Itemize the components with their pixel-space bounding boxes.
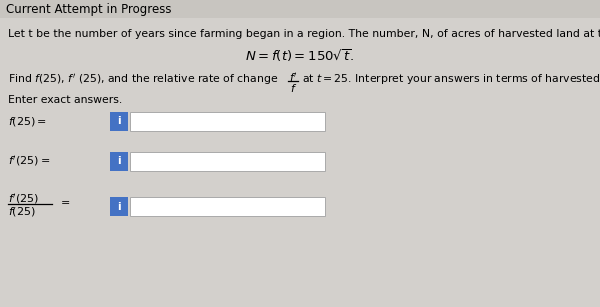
Text: $=$: $=$ — [58, 196, 70, 206]
Text: i: i — [117, 201, 121, 212]
Text: at $t = 25$. Interpret your answers in terms of harvested land.: at $t = 25$. Interpret your answers in t… — [302, 72, 600, 86]
Text: Enter exact answers.: Enter exact answers. — [8, 95, 122, 105]
FancyBboxPatch shape — [110, 197, 128, 216]
Text: i: i — [117, 116, 121, 126]
Text: Let t be the number of years since farming began in a region. The number, N, of : Let t be the number of years since farmi… — [8, 29, 600, 39]
Text: $f'(25)$: $f'(25)$ — [8, 192, 39, 206]
Text: i: i — [117, 157, 121, 166]
Text: $f'$: $f'$ — [289, 71, 298, 84]
Text: Current Attempt in Progress: Current Attempt in Progress — [6, 2, 172, 15]
FancyBboxPatch shape — [110, 112, 128, 131]
FancyBboxPatch shape — [0, 0, 600, 18]
FancyBboxPatch shape — [110, 152, 128, 171]
Text: $N = f(t) = 150\sqrt{t}.$: $N = f(t) = 150\sqrt{t}.$ — [245, 47, 355, 64]
Text: $f(25)$: $f(25)$ — [8, 205, 36, 218]
FancyBboxPatch shape — [130, 152, 325, 171]
Text: $f'(25) =$: $f'(25) =$ — [8, 154, 50, 168]
Text: $f(25) =$: $f(25) =$ — [8, 115, 47, 127]
Text: $f$: $f$ — [290, 82, 297, 94]
FancyBboxPatch shape — [130, 112, 325, 131]
Text: Find $f(25)$, $f'$ (25), and the relative rate of change: Find $f(25)$, $f'$ (25), and the relativ… — [8, 72, 278, 87]
FancyBboxPatch shape — [130, 197, 325, 216]
